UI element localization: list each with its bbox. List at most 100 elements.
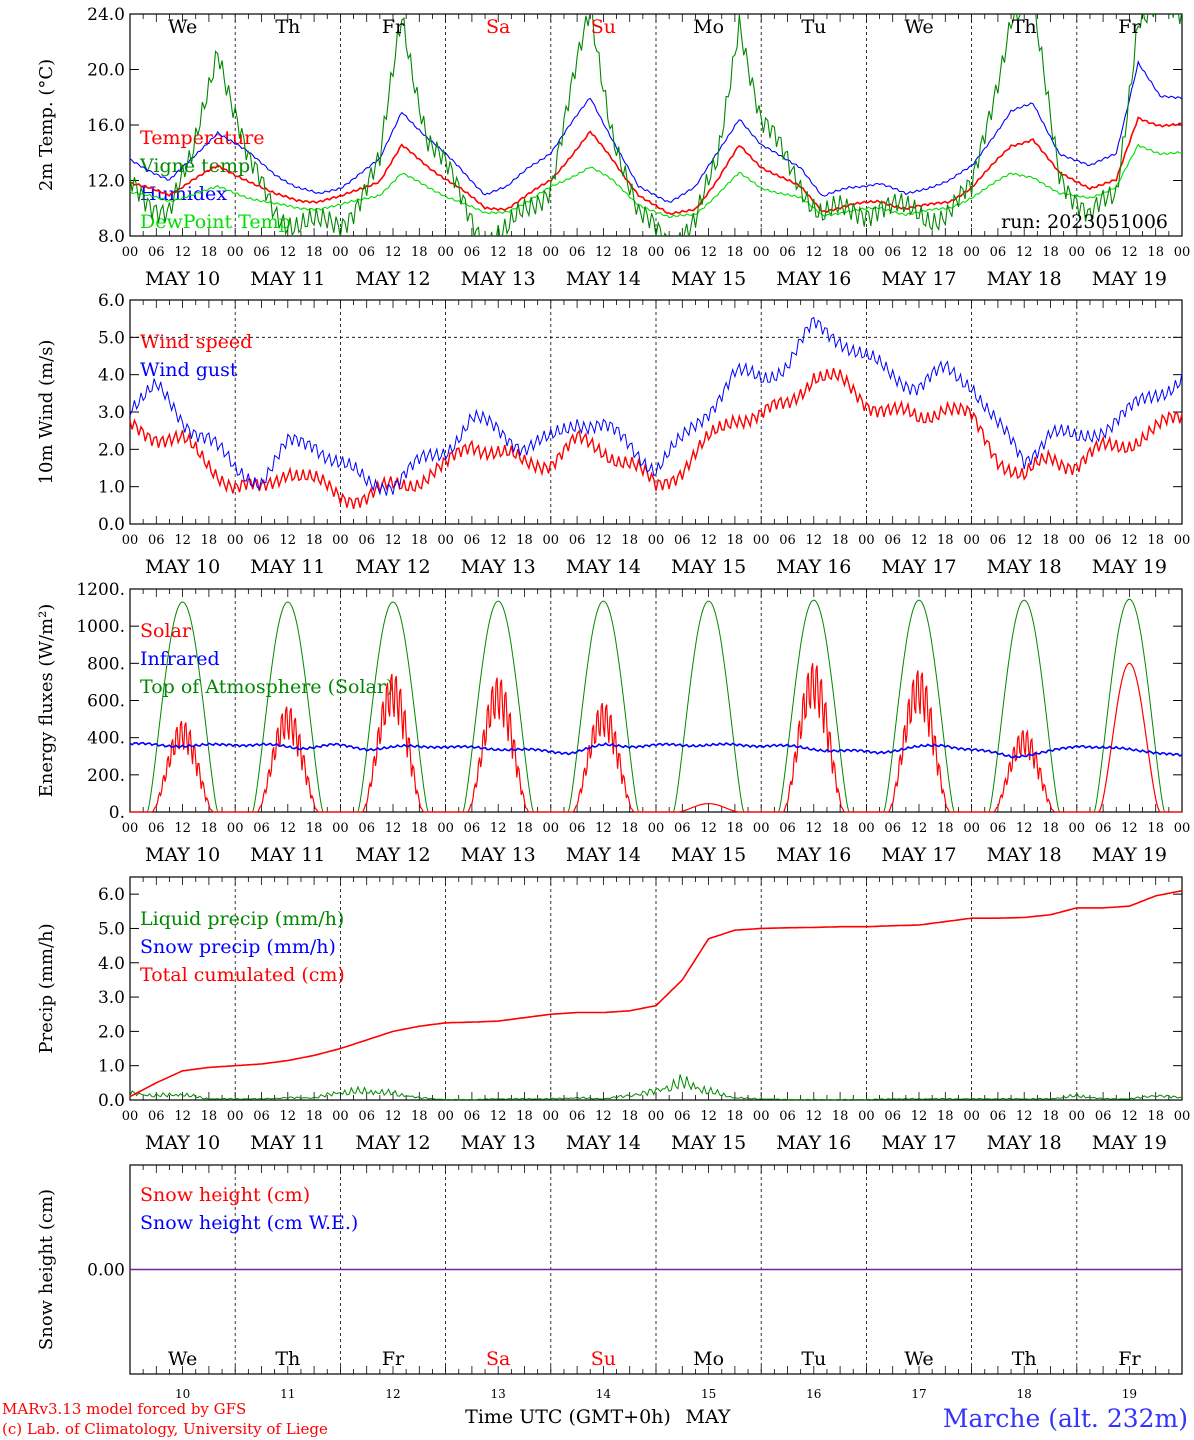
date-label: MAY 19 (1092, 556, 1167, 578)
series-vigne-temp (130, 14, 1182, 236)
date-label: MAY 12 (355, 556, 430, 578)
legend-entry: Wind gust (140, 359, 238, 381)
hour-tick-label: 12 (700, 533, 717, 548)
date-label: MAY 15 (671, 556, 746, 578)
hour-tick-label: 18 (727, 245, 744, 260)
hour-tick-label: 00 (332, 821, 349, 836)
hour-tick-label: 12 (1121, 821, 1138, 836)
date-label: MAY 15 (671, 844, 746, 866)
hour-tick-label: 00 (858, 1109, 875, 1124)
legend-entry: Liquid precip (mm/h) (140, 908, 344, 930)
date-label: MAY 11 (250, 268, 325, 290)
panel-2: 0.0 1.0 2.0 3.0 4.0 5.0 6.0 10m Wind (m/s) Wind … (36, 291, 1190, 578)
hour-tick-label: 18 (306, 245, 323, 260)
panel-3: 0. 200. 400. 600. 800. 1000. 1200. Energy fluxe… (36, 580, 1190, 866)
date-label: MAY 18 (987, 556, 1062, 578)
day-number-label: 12 (385, 1387, 400, 1401)
y-axis-label: Snow height (cm) (36, 1189, 57, 1350)
hour-tick-label: 06 (674, 1109, 691, 1124)
hour-tick-label: 12 (911, 245, 928, 260)
hour-tick-label: 18 (621, 821, 638, 836)
hour-tick-label: 18 (1042, 245, 1059, 260)
hour-tick-label: 18 (411, 533, 428, 548)
hour-tick-label: 06 (464, 533, 481, 548)
model-credit-line2: (c) Lab. of Climatology, University of L… (2, 1420, 328, 1438)
hour-tick-label: 18 (937, 245, 954, 260)
y-tick-label: 0.0 (98, 515, 125, 535)
hour-tick-label: 12 (595, 821, 612, 836)
y-tick-label: 6.0 (98, 885, 125, 905)
run-annotation: run: 2023051006 (1001, 211, 1168, 233)
day-number-label: 14 (596, 1387, 612, 1401)
date-label: MAY 16 (776, 268, 851, 290)
hour-tick-label: 00 (963, 533, 980, 548)
panel-5: 0.00 Snow height (cm) Snow height (cm) Snow… (36, 1164, 1183, 1401)
y-tick-label: 2.0 (98, 1022, 125, 1042)
hour-tick-label: 00 (332, 533, 349, 548)
hour-tick-label: 06 (884, 1109, 901, 1124)
date-label: MAY 15 (671, 1132, 746, 1154)
hour-tick-label: 18 (1147, 533, 1164, 548)
y-tick-label: 5.0 (98, 328, 125, 348)
hour-tick-label: 00 (1174, 821, 1191, 836)
legend-entry: Wind speed (140, 331, 252, 353)
y-tick-label: 600. (87, 692, 125, 712)
y-tick-label: 3.0 (98, 988, 125, 1008)
hour-tick-label: 18 (516, 1109, 533, 1124)
y-tick-label: 1.0 (98, 1057, 125, 1077)
day-number-label: 17 (911, 1387, 926, 1401)
hour-tick-label: 18 (411, 245, 428, 260)
hour-tick-label: 06 (779, 245, 796, 260)
hour-tick-label: 06 (569, 821, 586, 836)
series-temperature (130, 116, 1182, 216)
hour-tick-label: 18 (1042, 1109, 1059, 1124)
weekday-label: Su (591, 16, 616, 38)
hour-tick-label: 06 (884, 245, 901, 260)
hour-tick-label: 00 (858, 245, 875, 260)
hour-tick-label: 12 (174, 245, 191, 260)
hour-tick-label: 18 (621, 245, 638, 260)
hour-tick-label: 18 (201, 821, 218, 836)
hour-tick-label: 06 (990, 1109, 1007, 1124)
hour-tick-label: 00 (122, 1109, 139, 1124)
hour-tick-label: 00 (753, 245, 770, 260)
legend-entry: Snow height (cm W.E.) (140, 1212, 358, 1234)
series-total-cumulated (129, 889, 1183, 1098)
date-label: MAY 13 (461, 268, 536, 290)
y-tick-label: 4.0 (98, 366, 125, 386)
weekday-label: Th (275, 1348, 300, 1370)
legend-entry: Humidex (140, 183, 227, 205)
hour-tick-label: 00 (437, 1109, 454, 1124)
hour-tick-label: 00 (332, 245, 349, 260)
y-tick-label: 3.0 (98, 403, 125, 423)
day-number-label: 18 (1017, 1387, 1032, 1401)
panel-1: 8.0 12.0 16.0 20.0 24.0 2m Temp. (°C) Temperat… (36, 5, 1190, 290)
y-tick-label: 8.0 (98, 227, 125, 247)
date-label: MAY 12 (355, 268, 430, 290)
hour-tick-label: 12 (490, 821, 507, 836)
hour-tick-label: 18 (727, 1109, 744, 1124)
hour-tick-label: 12 (1121, 533, 1138, 548)
hour-tick-label: 00 (648, 533, 665, 548)
hour-tick-label: 06 (1095, 533, 1112, 548)
hour-tick-label: 12 (806, 533, 823, 548)
date-label: MAY 16 (776, 1132, 851, 1154)
y-tick-label: 24.0 (87, 5, 125, 25)
hour-tick-label: 12 (280, 245, 297, 260)
hour-tick-label: 12 (1121, 1109, 1138, 1124)
weekday-label: Tu (801, 16, 826, 38)
legend-entry: Temperature (140, 127, 264, 149)
hour-tick-label: 00 (543, 533, 560, 548)
date-label: MAY 17 (881, 556, 956, 578)
weekday-label: Fr (1118, 16, 1141, 38)
date-label: MAY 18 (987, 1132, 1062, 1154)
y-tick-label: 2.0 (98, 440, 125, 460)
y-tick-label: 4.0 (98, 954, 125, 974)
date-label: MAY 15 (671, 268, 746, 290)
hour-tick-label: 18 (516, 533, 533, 548)
legend-entry: Infrared (140, 648, 220, 670)
hour-tick-label: 00 (1069, 1109, 1086, 1124)
y-tick-label: 400. (87, 729, 125, 749)
series-solar (130, 662, 1182, 813)
hour-tick-label: 12 (490, 245, 507, 260)
